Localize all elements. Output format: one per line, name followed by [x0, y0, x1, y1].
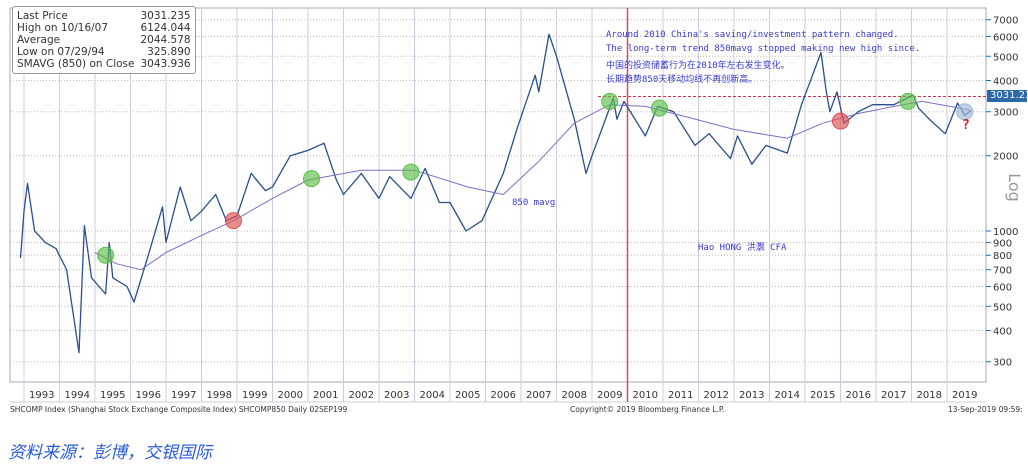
x-tick-label: 1998 [207, 390, 232, 401]
x-tick-label: 2004 [420, 390, 445, 401]
x-tick-label: 2019 [952, 390, 977, 401]
sma-850-line [94, 100, 971, 271]
highlight-marker [650, 99, 668, 117]
x-tick-label: 2015 [810, 390, 835, 401]
highlight-marker [97, 246, 115, 264]
x-tick-label: 2001 [313, 390, 338, 401]
highlight-marker [303, 170, 321, 188]
highlight-marker [832, 112, 849, 130]
legend-value: 6124.044 [140, 22, 191, 34]
question-mark: ? [962, 118, 970, 133]
legend-value: 2044.578 [140, 34, 191, 46]
legend-value: 3043.936 [140, 58, 191, 70]
x-tick-label: 1993 [29, 390, 54, 401]
y-tick-label: 700 [993, 266, 1012, 277]
y-tick-label: 2000 [993, 152, 1018, 163]
y-tick-label: 6000 [993, 32, 1018, 43]
x-tick-label: 2008 [562, 390, 587, 401]
x-tick-label: 1994 [65, 390, 90, 401]
legend-label: Last Price [17, 10, 68, 22]
legend: Last Price 3031.235 High on 10/16/07 6124.… [12, 6, 196, 74]
legend-value: 3031.235 [140, 10, 191, 22]
highlight-marker [224, 212, 242, 230]
x-tick-label: 2017 [881, 390, 906, 401]
source-note: 资料来源：彭博，交银国际 [8, 443, 212, 463]
y-tick-label: 900 [993, 238, 1012, 249]
footer-left: SHCOMP Index (Shanghai Stock Exchange Co… [10, 405, 348, 414]
x-tick-label: 1999 [242, 390, 267, 401]
y-tick-label: 500 [993, 302, 1012, 313]
x-tick-label: 2014 [775, 390, 800, 401]
highlight-marker [402, 163, 420, 181]
x-tick-label: 2009 [597, 390, 622, 401]
x-tick-label: 2016 [846, 390, 871, 401]
x-tick-label: 1995 [100, 390, 125, 401]
y-tick-label: 4000 [993, 76, 1018, 87]
legend-label: SMAVG (850) on Close [17, 58, 135, 70]
y-tick-label: 7000 [993, 16, 1018, 27]
mavg-label: 850 mavg [512, 198, 556, 208]
annotation-en-1: Around 2010 China's saving/investment pa… [606, 30, 899, 40]
x-tick-label: 1997 [171, 390, 196, 401]
annotation-en-2: The long-term trend 850mavg stopped maki… [606, 44, 921, 54]
y-tick-label: 600 [993, 282, 1012, 293]
x-tick-label: 2002 [349, 390, 374, 401]
legend-label: Low on 07/29/94 [17, 46, 105, 58]
x-tick-label: 2013 [739, 390, 764, 401]
x-tick-label: 2003 [384, 390, 409, 401]
x-tick-label: 2011 [668, 390, 693, 401]
footer-right: 13-Sep-2019 09:59: [948, 405, 1023, 414]
highlight-marker [899, 92, 917, 110]
scale-label: Log [1004, 173, 1024, 202]
author-label: Hao HONG 洪灏 CFA [698, 243, 787, 253]
legend-label: High on 10/16/07 [17, 22, 109, 34]
x-tick-label: 2010 [633, 390, 658, 401]
y-tick-label: 400 [993, 326, 1012, 337]
footer-center: Copyright© 2019 Bloomberg Finance L.P. [570, 405, 725, 414]
last-price-tag: 3031.235 [987, 90, 1027, 102]
x-tick-label: 2018 [917, 390, 942, 401]
y-tick-label: 3000 [993, 108, 1018, 119]
y-tick-label: 1000 [993, 227, 1018, 238]
x-tick-label: 1996 [136, 390, 161, 401]
price-line [19, 33, 972, 354]
y-tick-label: 800 [993, 251, 1012, 262]
highlight-marker [601, 92, 619, 110]
y-tick-label: 5000 [993, 52, 1018, 63]
highlight-marker [956, 103, 974, 121]
legend-label: Average [17, 34, 61, 46]
x-tick-label: 2006 [491, 390, 516, 401]
annotation-cn-2: 长期趋势850天移动均线不再创新高。 [606, 75, 758, 85]
legend-value: 325.890 [147, 46, 191, 58]
x-tick-label: 2012 [704, 390, 729, 401]
x-tick-label: 2005 [455, 390, 480, 401]
x-tick-label: 2007 [526, 390, 551, 401]
x-tick-label: 2000 [278, 390, 303, 401]
y-tick-label: 300 [993, 358, 1012, 369]
annotation-cn-1: 中国的投资储蓄行为在2010年左右发生变化。 [606, 61, 790, 71]
